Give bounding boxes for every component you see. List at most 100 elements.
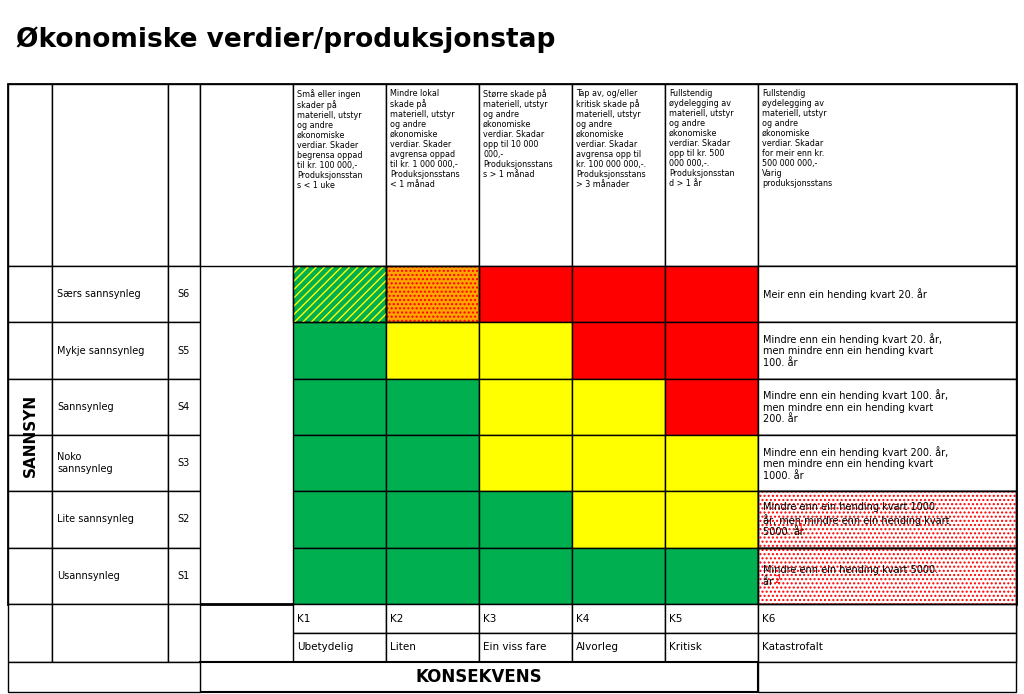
Text: SANNSYN: SANNSYN	[23, 393, 38, 477]
Bar	[572, 266, 665, 322]
Bar	[293, 84, 386, 266]
Text: K1: K1	[297, 613, 310, 623]
Text: Mindre enn ein hending kvart 100. år,
men mindre enn ein hending kvart
200. år: Mindre enn ein hending kvart 100. år, me…	[763, 389, 948, 425]
Text: Små eller ingen
skader på
materiell, utstyr
og andre
økonomiske
verdiar. Skader
: Små eller ingen skader på materiell, uts…	[297, 89, 362, 190]
Bar	[758, 604, 1016, 633]
Text: S1: S1	[178, 571, 190, 581]
Text: Mindre enn ein hending kvart 20. år,
men mindre enn ein hending kvart
100. år: Mindre enn ein hending kvart 20. år, men…	[763, 333, 942, 368]
Text: Lite sannsynleg: Lite sannsynleg	[57, 514, 134, 525]
Bar	[758, 548, 1016, 604]
Bar	[293, 379, 386, 435]
Text: Fullstendig
øydelegging av
materiell, utstyr
og andre
økonomiske
verdiar. Skadar: Fullstendig øydelegging av materiell, ut…	[762, 89, 833, 189]
Bar	[572, 84, 665, 266]
Bar	[8, 548, 52, 604]
Bar	[665, 322, 758, 379]
Bar	[52, 322, 168, 379]
Bar	[479, 491, 572, 548]
Bar	[386, 266, 479, 322]
Bar	[758, 548, 1016, 604]
Text: Kritisk: Kritisk	[669, 643, 701, 652]
Text: 1: 1	[798, 523, 804, 533]
Bar	[52, 84, 168, 266]
Bar	[293, 435, 386, 491]
Bar	[572, 322, 665, 379]
Text: Sannsynleg: Sannsynleg	[57, 402, 114, 412]
Bar	[168, 435, 200, 491]
Bar	[758, 322, 1016, 379]
Bar	[293, 266, 386, 322]
Bar	[479, 548, 572, 604]
Bar	[293, 266, 386, 322]
Bar	[52, 491, 168, 548]
Bar	[52, 548, 168, 604]
Text: Mykje sannsynleg: Mykje sannsynleg	[57, 346, 144, 355]
Bar	[8, 379, 52, 435]
Bar	[168, 548, 200, 604]
Bar	[386, 379, 479, 435]
Text: KONSEKVENS: KONSEKVENS	[416, 668, 543, 686]
Bar	[386, 633, 479, 662]
Bar	[758, 322, 1016, 379]
Text: S2: S2	[178, 514, 190, 525]
Text: Noko
sannsynleg: Noko sannsynleg	[57, 452, 113, 474]
Text: K3: K3	[483, 613, 497, 623]
Bar	[665, 633, 758, 662]
Text: Mindre enn ein hending kvart 1000.
år, men mindre enn ein hending kvart
5000. år: Mindre enn ein hending kvart 1000. år, m…	[763, 502, 949, 537]
Text: Fullstendig
øydelegging av
materiell, utstyr
og andre
økonomiske
verdiar. Skadar: Fullstendig øydelegging av materiell, ut…	[669, 89, 734, 189]
Text: Usannsynleg: Usannsynleg	[57, 571, 120, 581]
Bar	[758, 379, 1016, 435]
Bar	[758, 633, 1016, 662]
Text: Katastrofalt: Katastrofalt	[762, 643, 823, 652]
Text: Større skade på
materiell, utstyr
og andre
økonomiske
verdiar. Skadar
opp til 10: Større skade på materiell, utstyr og and…	[483, 89, 553, 179]
Bar	[293, 604, 386, 633]
Bar	[758, 266, 1016, 322]
Text: 2: 2	[774, 575, 780, 585]
Bar	[758, 84, 1016, 266]
Text: Liten: Liten	[390, 643, 416, 652]
Bar	[168, 84, 200, 266]
Bar	[386, 604, 479, 633]
Bar	[665, 491, 758, 548]
Bar	[572, 604, 665, 633]
Bar	[8, 662, 200, 692]
Text: Alvorleg: Alvorleg	[575, 643, 618, 652]
Bar	[572, 435, 665, 491]
Bar	[293, 266, 386, 322]
Bar	[168, 491, 200, 548]
Bar	[386, 266, 479, 322]
Bar	[8, 435, 52, 491]
Bar	[479, 322, 572, 379]
Text: Mindre enn ein hending kvart 5000.
år: Mindre enn ein hending kvart 5000. år	[763, 565, 938, 586]
Bar	[168, 604, 200, 662]
Text: Ubetydelig: Ubetydelig	[297, 643, 353, 652]
Bar	[665, 548, 758, 604]
Bar	[665, 604, 758, 633]
Bar	[572, 379, 665, 435]
Bar	[758, 266, 1016, 322]
Bar	[8, 322, 52, 379]
Bar	[665, 266, 758, 322]
Bar	[479, 604, 572, 633]
Bar	[572, 491, 665, 548]
Bar	[479, 379, 572, 435]
Bar	[200, 662, 758, 692]
Bar	[758, 491, 1016, 548]
Bar	[758, 491, 1016, 548]
Text: Tap av, og/eller
kritisk skade på
materiell, utstyr
og andre
økonomiske
verdiar.: Tap av, og/eller kritisk skade på materi…	[575, 89, 646, 189]
Bar	[665, 435, 758, 491]
Bar	[479, 84, 572, 266]
Bar	[665, 379, 758, 435]
Bar	[293, 548, 386, 604]
Bar	[386, 322, 479, 379]
Text: Mindre enn ein hending kvart 200. år,
men mindre enn ein hending kvart
1000. år: Mindre enn ein hending kvart 200. år, me…	[763, 446, 948, 481]
Bar	[572, 548, 665, 604]
Bar	[758, 662, 1016, 692]
Bar	[8, 84, 52, 266]
Text: K2: K2	[390, 613, 403, 623]
Bar	[168, 266, 200, 322]
Bar	[479, 633, 572, 662]
Bar	[8, 84, 1016, 604]
Bar	[758, 435, 1016, 491]
Bar	[293, 633, 386, 662]
Bar	[293, 322, 386, 379]
